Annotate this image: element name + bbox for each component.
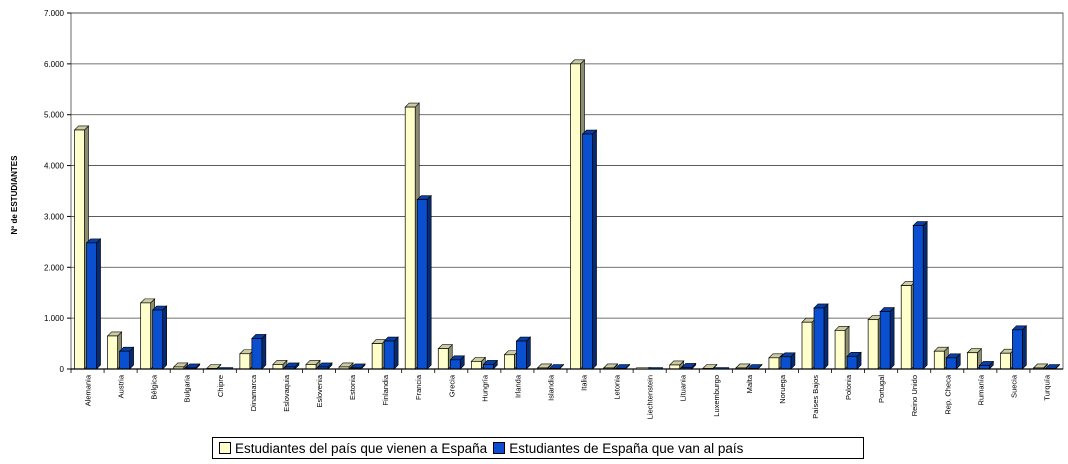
y-tick-label: 5.000 [44, 111, 65, 120]
x-tick-label: Islandia [546, 374, 555, 401]
legend-label-series-2: Estudiantes de España que van al país [509, 440, 744, 456]
bar-outgoing-22 [813, 303, 829, 370]
y-tick-label: 1.000 [44, 314, 65, 323]
bar-outgoing-11 [449, 355, 465, 370]
x-tick-label: Luxemburgo [712, 375, 721, 417]
x-tick-label: Estonia [348, 374, 357, 400]
legend: Estudiantes del país que vienen a España… [212, 437, 864, 459]
bar-outgoing-25 [912, 220, 928, 370]
grid-lines [71, 12, 1063, 370]
bar-incoming-11 [437, 343, 453, 370]
x-tick-label: Rumanía [976, 374, 985, 405]
x-tick-label: Austria [117, 374, 126, 398]
bar-incoming-6 [272, 359, 288, 370]
legend-swatch-series-1 [219, 442, 231, 454]
y-axis-title: Nº de ESTUDIANTES [10, 155, 19, 235]
legend-item-series-2: Estudiantes de España que van al país [493, 441, 743, 456]
bar-outgoing-7 [317, 362, 333, 370]
y-tick-label: 6.000 [44, 60, 65, 69]
bar-outgoing-12 [482, 359, 499, 370]
x-tick-label: Noruega [778, 374, 787, 404]
x-tick-label: Dinamarca [249, 374, 258, 411]
bar-outgoing-13 [515, 336, 532, 370]
x-tick-label: Portugal [877, 375, 886, 403]
y-tick-labels: 0 1.000 2.000 3.000 4.000 5.000 6.000 7.000 [44, 9, 71, 374]
y-tick-label: 7.000 [44, 9, 65, 18]
y-tick-label: 3.000 [44, 212, 65, 221]
x-tick-label: Bélgica [150, 374, 159, 399]
bar-outgoing-2 [151, 305, 168, 370]
bar-outgoing-0 [85, 238, 102, 370]
bar-incoming-8 [338, 362, 354, 370]
x-tick-label: Irlanda [513, 374, 522, 398]
bar-outgoing-28 [1011, 325, 1028, 370]
legend-item-series-1: Estudiantes del país que vienen a España [219, 441, 487, 456]
x-tick-labels: Alemania Austria Bélgica Bulgaria Chipre Dina… [70, 369, 1051, 419]
bar-outgoing-6 [284, 362, 300, 370]
bar-outgoing-27 [978, 360, 995, 370]
bar-outgoing-23 [846, 351, 862, 370]
x-tick-label: Liechtenstein [646, 375, 655, 419]
x-tick-label: Eslovenia [315, 374, 324, 407]
bar-outgoing-10 [416, 194, 432, 370]
bar-outgoing-24 [879, 306, 895, 370]
x-tick-label: Alemania [84, 374, 93, 406]
x-tick-label: Malta [745, 374, 754, 393]
legend-label-series-1: Estudiantes del país que vienen a España [235, 440, 488, 456]
x-tick-label: Italia [580, 374, 589, 391]
y-tick-label: 4.000 [44, 162, 65, 171]
x-tick-label: Suecia [1009, 374, 1018, 398]
x-tick-label: Letonia [613, 374, 622, 399]
x-tick-label: Francia [414, 374, 423, 400]
legend-swatch-series-2 [493, 442, 506, 454]
x-tick-label: Hungría [480, 374, 489, 402]
x-tick-label: Chipre [216, 375, 225, 397]
x-tick-label: Rep. Checa [943, 374, 952, 414]
y-tick-label: 0 [60, 365, 65, 374]
bars [73, 59, 1061, 370]
bar-incoming-29 [1032, 363, 1049, 370]
x-tick-label: Reino Unido [910, 375, 919, 416]
bar-outgoing-9 [383, 336, 399, 370]
bar-outgoing-5 [251, 333, 267, 370]
x-tick-label: Bulgaria [183, 374, 192, 402]
bar-outgoing-15 [581, 129, 598, 370]
x-tick-label: Grecia [447, 374, 456, 397]
bar-outgoing-26 [945, 353, 961, 370]
bar-incoming-12 [470, 356, 487, 370]
x-tick-label: Polonia [844, 374, 853, 400]
y-tick-label: 2.000 [44, 263, 65, 272]
x-tick-label: Turquía [1042, 374, 1051, 400]
bar-outgoing-1 [118, 346, 135, 370]
bar-outgoing-21 [780, 352, 796, 370]
x-tick-label: Finlandia [381, 374, 390, 405]
x-tick-label: Países Bajos [811, 375, 820, 419]
bar-incoming-18 [669, 360, 685, 370]
x-tick-label: Lituania [679, 374, 688, 401]
x-tick-label: Eslovaquia [282, 374, 291, 412]
bar-outgoing-18 [681, 362, 697, 370]
